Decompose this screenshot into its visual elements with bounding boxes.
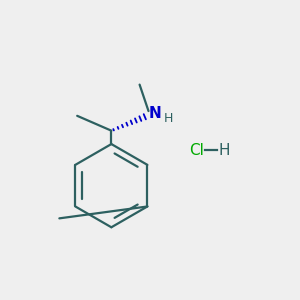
Text: N: N xyxy=(148,106,161,121)
Text: H: H xyxy=(218,142,230,158)
Text: H: H xyxy=(164,112,173,125)
Text: Cl: Cl xyxy=(189,142,203,158)
